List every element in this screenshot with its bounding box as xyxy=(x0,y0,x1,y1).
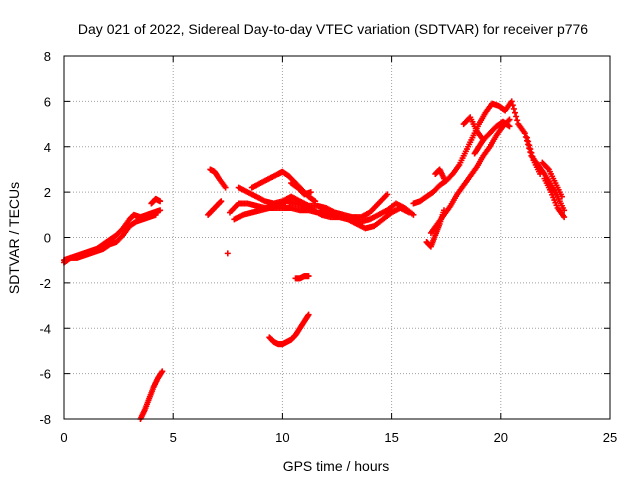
y-tick-label: -4 xyxy=(39,321,51,336)
data-point xyxy=(509,102,516,109)
data-point xyxy=(529,153,536,160)
data-point xyxy=(410,211,417,218)
data-point xyxy=(526,142,533,149)
data-point xyxy=(305,311,312,318)
data-point xyxy=(521,130,528,137)
data-point xyxy=(561,214,568,221)
data-point xyxy=(514,117,521,124)
y-tick-label: 2 xyxy=(44,185,51,200)
data-point xyxy=(528,149,535,156)
y-tick-label: 4 xyxy=(44,140,51,155)
data-point xyxy=(508,98,515,105)
data-point xyxy=(305,273,312,280)
data-point xyxy=(480,136,487,143)
data-point xyxy=(510,105,517,112)
y-tick-label: -2 xyxy=(39,276,51,291)
data-point xyxy=(222,184,229,191)
x-tick-label: 10 xyxy=(275,430,289,445)
data-point xyxy=(506,123,513,130)
data-point xyxy=(511,109,518,116)
axes: 0 5 10 15 20 25 -8 -6 -4 -2 0 2 4 6 8 xyxy=(39,49,617,445)
x-tick-label: 15 xyxy=(384,430,398,445)
y-tick-label: 6 xyxy=(44,94,51,109)
data-point xyxy=(159,368,166,375)
data-point xyxy=(513,113,520,120)
y-tick-label: -8 xyxy=(39,412,51,427)
data-point xyxy=(307,189,314,196)
data-point xyxy=(527,146,534,153)
grid-lines xyxy=(64,56,610,419)
data-point xyxy=(152,211,159,218)
data-point xyxy=(157,198,164,205)
data-point xyxy=(441,175,448,182)
y-tick-label: -6 xyxy=(39,367,51,382)
data-point xyxy=(384,191,391,198)
data-point xyxy=(441,207,448,214)
data-point xyxy=(506,116,513,123)
data-point xyxy=(218,198,225,205)
data-points xyxy=(61,98,568,422)
y-tick-label: 8 xyxy=(44,49,51,64)
x-tick-label: 20 xyxy=(494,430,508,445)
x-tick-label: 25 xyxy=(603,430,617,445)
data-point xyxy=(558,193,565,200)
data-point xyxy=(525,138,532,145)
data-point xyxy=(224,250,231,257)
data-point xyxy=(524,134,531,141)
x-tick-label: 5 xyxy=(170,430,177,445)
data-point xyxy=(406,209,413,216)
chart-title: Day 021 of 2022, Sidereal Day-to-day VTE… xyxy=(78,21,588,37)
x-tick-label: 0 xyxy=(60,430,67,445)
y-tick-label: 0 xyxy=(44,231,51,246)
data-point xyxy=(157,207,164,214)
y-axis-label: SDTVAR / TECUs xyxy=(6,182,22,294)
data-point xyxy=(312,198,319,205)
data-point xyxy=(537,170,544,177)
x-axis-label: GPS time / hours xyxy=(283,458,390,474)
data-point xyxy=(544,165,551,172)
